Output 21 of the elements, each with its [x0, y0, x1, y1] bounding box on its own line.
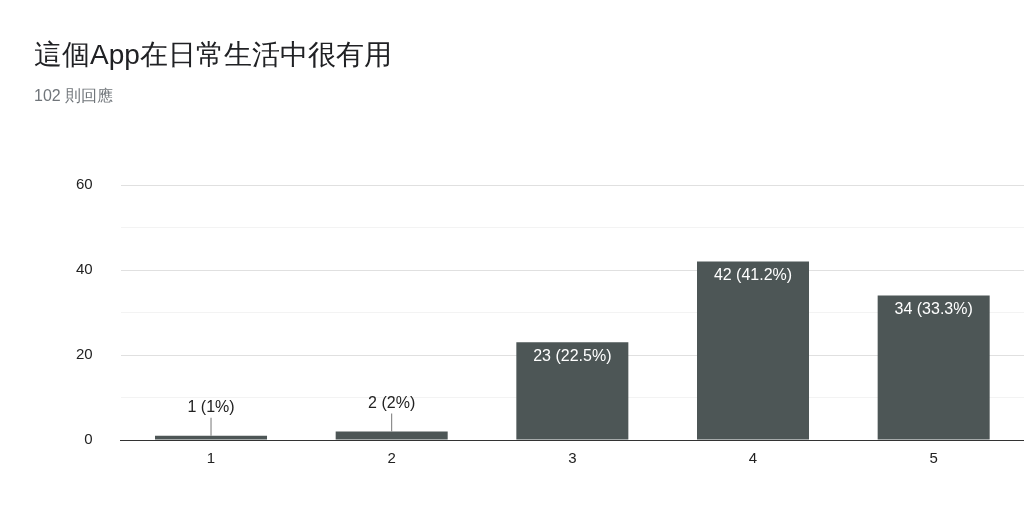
y-tick-label: 20: [76, 345, 93, 363]
bar: [697, 261, 810, 440]
y-tick-label: 40: [76, 260, 93, 278]
chart-subtitle: 102 則回應: [34, 86, 114, 106]
data-label: 34 (33.3%): [894, 299, 973, 317]
bar: [335, 431, 448, 440]
x-tick-label: 3: [568, 449, 577, 467]
x-tick-label: 5: [929, 449, 938, 467]
y-tick-label: 60: [76, 175, 93, 193]
x-tick-label: 1: [206, 449, 216, 467]
data-label: 2 (2%): [368, 393, 416, 411]
chart-title: 這個App在日常生活中很有用: [34, 38, 392, 72]
y-tick-label: 0: [84, 430, 93, 448]
bar: [516, 342, 629, 440]
bar: [155, 435, 268, 440]
bar: [877, 295, 990, 440]
data-label: 1 (1%): [187, 398, 235, 416]
data-label: 23 (22.5%): [533, 346, 612, 364]
x-tick-label: 2: [387, 449, 396, 467]
data-label: 42 (41.2%): [713, 265, 793, 283]
x-tick-label: 4: [748, 449, 758, 467]
